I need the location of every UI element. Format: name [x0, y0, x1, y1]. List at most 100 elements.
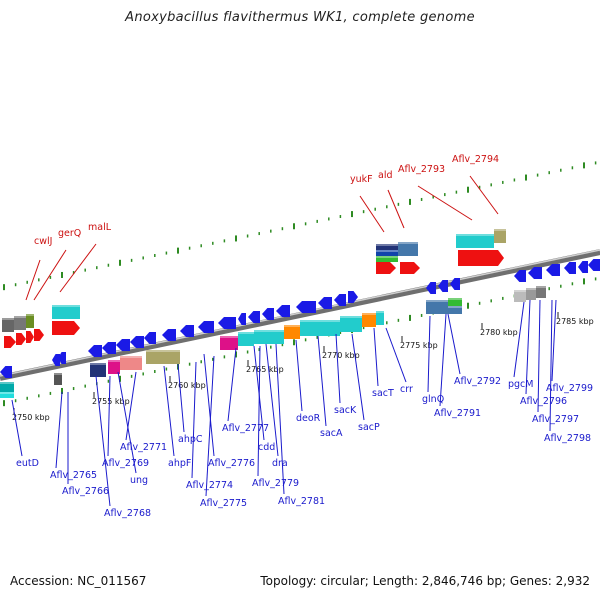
gene-label: Aflv_2779 — [252, 478, 299, 489]
gene-box — [514, 290, 526, 302]
gene-box — [456, 234, 494, 248]
kbp-label: 2760 kbp — [168, 381, 206, 390]
gene-label: crr — [400, 384, 413, 395]
gene-label-leader — [295, 339, 303, 412]
gene-box — [146, 350, 180, 364]
gene-label: Aflv_2794 — [452, 154, 499, 165]
gene-label: pgcM — [508, 379, 533, 390]
gene-box-shine — [376, 250, 398, 252]
gene-box-shine — [146, 350, 180, 352]
gene-box — [494, 229, 506, 243]
gene-box — [448, 306, 462, 314]
gene-arrow — [262, 308, 274, 320]
gene-box-shine — [220, 336, 238, 338]
gene-label: Aflv_2776 — [208, 458, 255, 469]
gene-box-shine — [376, 311, 384, 313]
gene-label-leader — [439, 313, 447, 407]
gene-box-shine — [362, 313, 376, 315]
gene-label: eutD — [16, 458, 39, 469]
gene-label: ahpF — [168, 458, 191, 469]
gene-label: Aflv_2792 — [454, 376, 501, 387]
gene-label: gerQ — [58, 228, 81, 239]
gene-label-leader — [525, 299, 531, 395]
gene-label: Aflv_2775 — [200, 498, 247, 509]
gene-label-leader — [551, 299, 557, 382]
gene-box-shine — [254, 330, 284, 332]
gene-box-shine — [340, 316, 362, 318]
gene-arrow-red — [26, 331, 34, 343]
gene-box-shine — [494, 229, 506, 231]
gene-arrow — [88, 345, 102, 357]
gene-arrow — [52, 354, 60, 366]
gene-box — [238, 332, 254, 346]
gene-box — [90, 363, 106, 377]
gene-label: yukF — [350, 174, 373, 185]
gene-box — [376, 244, 398, 250]
kbp-label: 2770 kbp — [322, 351, 360, 360]
gene-arrow — [426, 282, 436, 294]
gene-label: sacK — [334, 405, 357, 416]
gene-label-leader — [11, 399, 23, 457]
gene-label-leader — [107, 375, 111, 457]
gene-label-leader — [275, 343, 285, 495]
gene-label: malL — [88, 222, 112, 233]
gene-arrow — [528, 267, 542, 279]
gene-box — [536, 286, 546, 298]
gene-arrow-red — [400, 262, 420, 274]
gene-box-shine — [536, 286, 546, 288]
gene-box — [526, 288, 536, 300]
gene-box — [362, 313, 376, 327]
gene-arrow — [218, 317, 236, 329]
gene-box-shine — [120, 356, 142, 358]
gene-label-leader — [95, 375, 111, 507]
gene-label-leader — [265, 343, 279, 457]
gene-arrow — [450, 278, 460, 290]
gene-arrow — [238, 313, 246, 325]
gene-label: dra — [272, 458, 288, 469]
gene-box-shine — [526, 288, 536, 290]
gene-box-shine — [0, 392, 14, 394]
gene-box-shine — [238, 332, 254, 334]
gene-box — [0, 382, 14, 392]
gene-arrow-red — [458, 250, 504, 266]
gene-label: sacT — [372, 388, 394, 399]
gene-arrow — [130, 336, 144, 348]
gene-label-leader — [549, 299, 553, 432]
gene-label: Aflv_2768 — [104, 508, 151, 519]
gene-box-shine — [514, 290, 526, 292]
gene-label: Aflv_2774 — [186, 480, 233, 491]
gene-label-leader — [469, 175, 499, 215]
gene-box — [448, 298, 462, 306]
gene-arrow — [198, 321, 214, 333]
gene-label: cwlJ — [34, 236, 52, 247]
gene-label-leader — [447, 313, 461, 375]
gene-label-leader — [387, 189, 405, 229]
kbp-label: 2780 kbp — [480, 328, 518, 337]
gene-label-leader — [59, 243, 97, 293]
gene-box-shine — [376, 256, 398, 258]
gene-box-shine — [448, 306, 462, 308]
gene-arrow — [180, 325, 194, 337]
gene-arrow — [546, 264, 560, 276]
gene-label-leader — [385, 327, 407, 383]
gene-arrow-red — [52, 321, 80, 335]
gene-arrow — [248, 311, 260, 323]
gene-box — [254, 330, 284, 344]
kbp-label: 2750 kbp — [12, 413, 50, 422]
gene-label: Aflv_2777 — [222, 423, 269, 434]
gene-label-leader — [351, 333, 365, 421]
gene-label: Aflv_2799 — [546, 383, 593, 394]
gene-box — [426, 300, 448, 314]
gene-arrow — [438, 280, 448, 292]
gene-label: ung — [130, 475, 148, 486]
gene-box — [284, 325, 300, 339]
gene-arrow — [296, 301, 316, 313]
gene-arrow-red — [376, 262, 396, 274]
gene-box-shine — [300, 320, 340, 322]
gene-box-shine — [90, 363, 106, 365]
gene-arrow — [0, 366, 12, 378]
gene-arrow — [276, 305, 290, 317]
gene-label: Aflv_2766 — [62, 486, 109, 497]
kbp-label: 2755 kbp — [92, 397, 130, 406]
gene-label-leader — [55, 391, 63, 469]
